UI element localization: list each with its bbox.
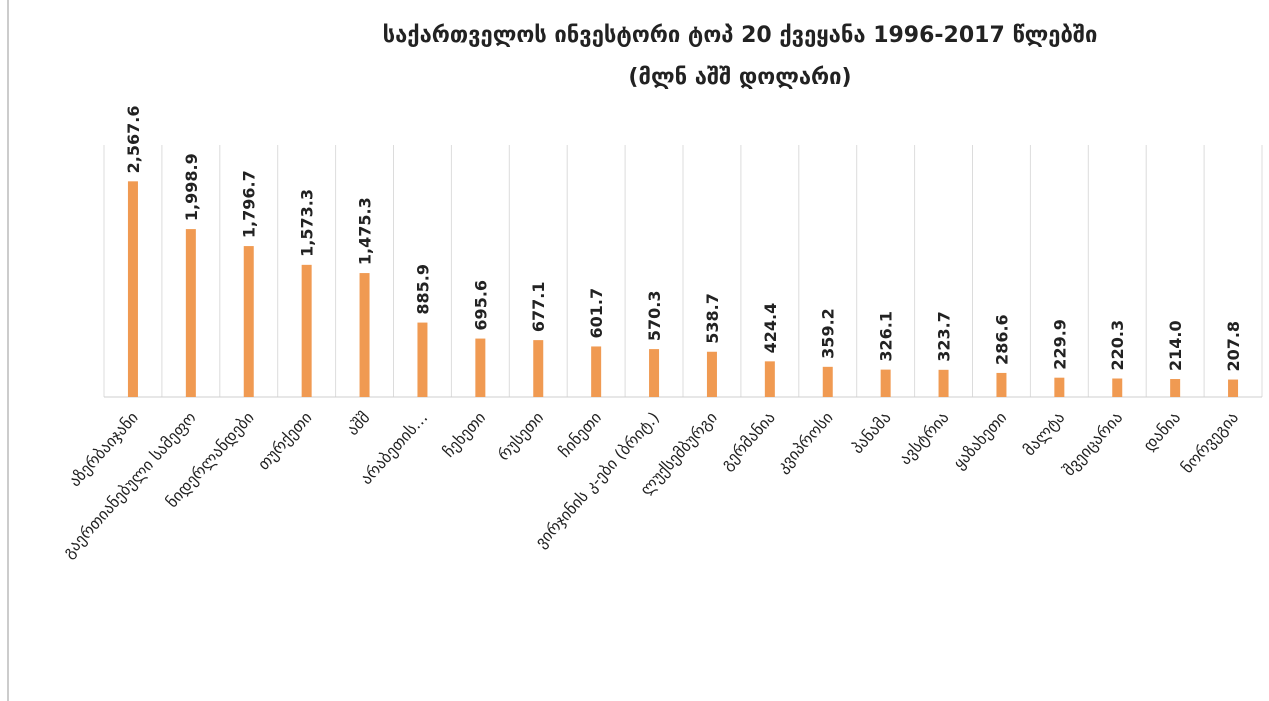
bar xyxy=(938,369,949,397)
x-tick-label: პანამა xyxy=(848,408,895,457)
x-tick-label: შვეიცარია xyxy=(1059,408,1126,480)
x-tick-label: ყაზახეთი xyxy=(949,408,1010,473)
bar xyxy=(475,338,486,397)
bar xyxy=(706,351,717,397)
x-tick-label: ჩეხეთი xyxy=(439,408,489,461)
bar xyxy=(533,340,544,397)
bar xyxy=(649,349,660,397)
value-label: 1,573.3 xyxy=(298,189,317,257)
x-tick-label: ნორვეგია xyxy=(1177,408,1242,477)
value-label: 695.6 xyxy=(471,280,490,331)
x-tick-label: დანია xyxy=(1139,408,1184,455)
value-label: 359.2 xyxy=(819,308,838,359)
x-tick-label: აშშ xyxy=(343,408,374,439)
value-label: 1,998.9 xyxy=(182,153,201,221)
value-label: 1,796.7 xyxy=(240,170,259,238)
value-label: 326.1 xyxy=(877,311,896,362)
x-tick-label: თურქეთი xyxy=(254,408,316,474)
value-label: 220.3 xyxy=(1108,320,1127,371)
value-label: 286.6 xyxy=(992,314,1011,365)
value-label: 538.7 xyxy=(703,293,722,344)
chart-title: საქართველოს ინვესტორი ტოპ 20 ქვეყანა 199… xyxy=(383,23,1098,48)
chart-subtitle: (მლნ აშშ დოლარი) xyxy=(628,65,851,90)
bar xyxy=(591,346,602,397)
bar xyxy=(1228,379,1239,397)
value-label: 885.9 xyxy=(413,264,432,315)
bar xyxy=(417,322,428,397)
x-tick-label: გერმანია xyxy=(717,408,779,474)
x-tick-label: კვიპროსი xyxy=(773,408,837,476)
x-tick-label: რუსეთი xyxy=(494,408,547,464)
value-label: 214.0 xyxy=(1166,320,1185,371)
bar xyxy=(1170,379,1181,397)
bar xyxy=(764,361,775,397)
value-label: 601.7 xyxy=(587,288,606,339)
value-label: 207.8 xyxy=(1224,321,1243,372)
value-label: 229.9 xyxy=(1050,319,1069,370)
bar xyxy=(185,229,196,397)
bar xyxy=(1112,378,1123,397)
bar xyxy=(301,264,312,397)
bar xyxy=(1054,377,1065,397)
value-label: 2,567.6 xyxy=(124,105,143,173)
value-label: 677.1 xyxy=(529,282,548,333)
value-label: 424.4 xyxy=(761,303,780,354)
bar xyxy=(996,372,1007,397)
x-tick-label: ჩინეთი xyxy=(555,408,605,461)
value-label: 323.7 xyxy=(935,311,954,362)
value-label: 1,475.3 xyxy=(356,197,375,265)
bar xyxy=(880,369,891,397)
value-label: 570.3 xyxy=(645,290,664,341)
bar xyxy=(822,366,833,397)
x-tick-label: ავსტრია xyxy=(895,408,952,468)
bar xyxy=(243,246,254,397)
bar xyxy=(359,273,370,397)
bar xyxy=(127,181,138,397)
x-tick-label: მალტა xyxy=(1019,408,1068,459)
